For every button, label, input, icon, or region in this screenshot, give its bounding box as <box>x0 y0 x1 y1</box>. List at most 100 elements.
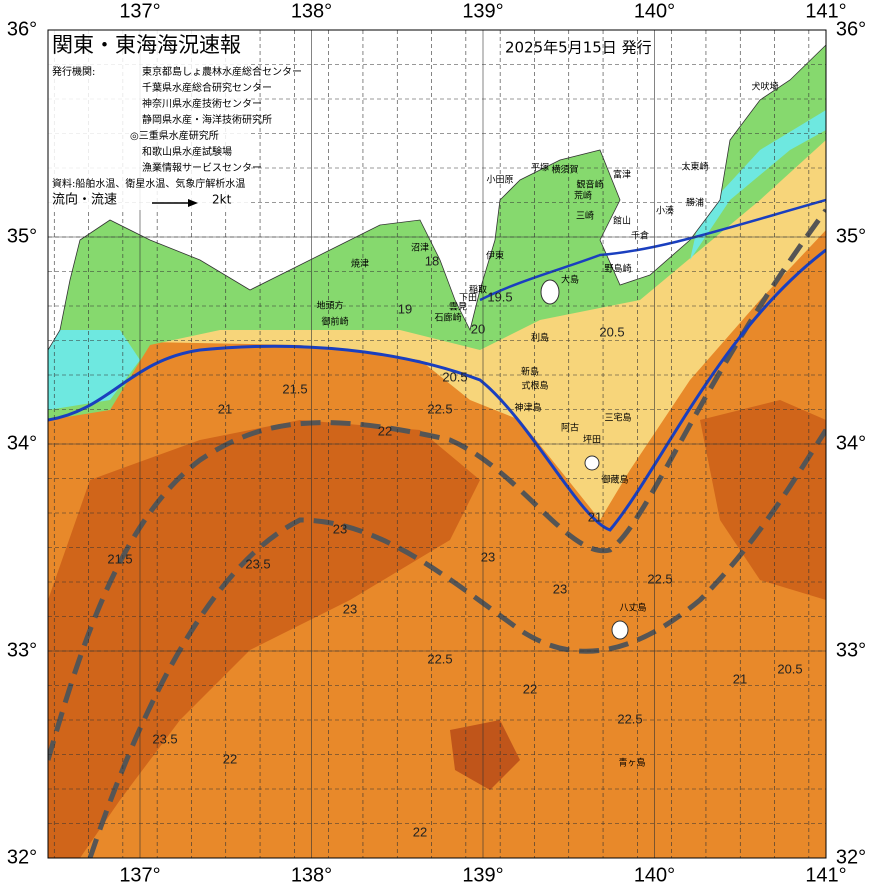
sea <box>48 30 826 858</box>
place-name: 太東崎 <box>681 161 708 173</box>
lon-tick-label: 139° <box>462 0 503 22</box>
contour-label: 22.5 <box>427 401 452 416</box>
place-name: 式根島 <box>521 380 548 392</box>
place-name: 犬吠埼 <box>751 81 778 93</box>
lat-tick-label: 36° <box>836 18 866 40</box>
agency: 静岡県水産・海洋技術研究所 <box>142 113 272 126</box>
warm-core <box>700 400 826 600</box>
agency: 神奈川県水産技術センター <box>142 97 262 110</box>
lat-tick-label: 33° <box>7 639 37 661</box>
agency: 東京都島しょ農林水産総合センター <box>142 65 302 78</box>
contour-label: 20.5 <box>599 324 624 339</box>
place-name: 新島 <box>521 366 539 378</box>
contour-label: 19 <box>398 301 412 316</box>
flow-arrow-head <box>188 199 198 207</box>
place-name: 稲取 <box>469 284 487 296</box>
agency: ◎三重県水産研究所 <box>130 129 219 142</box>
agency: 千葉県水産総合研究センター <box>142 81 272 94</box>
contour-label: 22 <box>378 423 392 438</box>
contour-label: 21 <box>733 671 747 686</box>
place-name: 三宅島 <box>604 412 631 424</box>
contour-label: 23 <box>481 549 495 564</box>
lon-tick-label: 137° <box>119 0 160 22</box>
place-name: 千倉 <box>631 230 649 242</box>
contour-label: 21 <box>218 401 232 416</box>
frame <box>47 29 827 859</box>
place-name: 観音崎 <box>576 179 603 191</box>
contour-label: 22.5 <box>427 651 452 666</box>
contour-label: 23 <box>333 521 347 536</box>
place-name: 勝浦 <box>686 197 704 209</box>
contour-label: 20.5 <box>442 369 467 384</box>
contour-label: 23 <box>343 601 357 616</box>
lat-tick-label: 35° <box>7 225 37 247</box>
isotherm <box>479 198 826 302</box>
legend-box <box>48 30 248 210</box>
contour-label: 18 <box>425 253 439 268</box>
lon-tick-label: 141° <box>805 0 846 22</box>
place-name: 館山 <box>613 215 631 227</box>
agency: 和歌山県水産試験場 <box>142 145 232 158</box>
place-name: 青ヶ島 <box>618 757 645 769</box>
place-name: 伊東 <box>486 250 504 262</box>
kuroshio-axis <box>48 208 826 761</box>
island <box>611 620 629 640</box>
flow-scale: 2kt <box>212 193 232 207</box>
contour-label: 19.5 <box>487 289 512 304</box>
place-name: 小田原 <box>486 175 513 186</box>
lat-tick-label: 35° <box>836 225 866 247</box>
place-name: 横須賀 <box>551 164 578 176</box>
contour-label: 22.5 <box>617 711 642 726</box>
place-name: 荒崎 <box>574 190 592 202</box>
cold-core <box>48 330 140 410</box>
lon-tick-label: 140° <box>634 0 675 22</box>
place-name: 神津島 <box>514 402 541 414</box>
agencies-label: 発行機関: <box>52 65 95 78</box>
place-name: 利島 <box>531 332 549 344</box>
date: 2025年5月15日 発行 <box>505 39 652 57</box>
lon-tick-label: 139° <box>462 864 503 886</box>
place-name: 御蔵島 <box>601 474 628 486</box>
warm-core <box>450 720 520 790</box>
place-name: 雲見 <box>449 302 467 313</box>
contour-label: 22 <box>523 681 537 696</box>
place-name: 焼津 <box>351 259 369 270</box>
place-name: 富津 <box>613 169 631 181</box>
lon-tick-label: 138° <box>291 0 332 22</box>
agency: 漁業情報サービスセンター <box>142 161 262 174</box>
lat-tick-label: 34° <box>836 432 866 454</box>
warm-core <box>48 420 480 858</box>
place-name: 平塚 <box>531 163 549 174</box>
isotherm <box>48 248 826 532</box>
place-name: 野島崎 <box>604 263 631 275</box>
contour-label: 23.5 <box>152 731 177 746</box>
contour-label: 21.5 <box>107 551 132 566</box>
place-name: 八丈島 <box>619 602 646 614</box>
lon-tick-label: 137° <box>119 864 160 886</box>
contour-label: 22 <box>223 751 237 766</box>
contour-label: 22.5 <box>647 571 672 586</box>
place-name: 石廊崎 <box>434 312 461 324</box>
source: 資料:船舶水温、衛星水温、気象庁解析水温 <box>52 177 245 190</box>
place-name: 三崎 <box>576 210 594 222</box>
island <box>584 455 600 471</box>
contour-label: 20.5 <box>777 661 802 676</box>
lat-tick-label: 32° <box>7 846 37 868</box>
contour-label: 21.5 <box>282 381 307 396</box>
lon-tick-label: 140° <box>634 864 675 886</box>
contour-label: 23.5 <box>245 556 270 571</box>
title: 関東・東海海況速報 <box>52 33 241 57</box>
lat-tick-label: 32° <box>836 846 866 868</box>
contour-label: 22 <box>413 824 427 839</box>
contour-label: 20 <box>471 321 485 336</box>
island <box>540 279 560 305</box>
place-name: 大島 <box>561 274 579 286</box>
place-name: 下田 <box>459 293 477 304</box>
flow-label: 流向・流速 <box>52 192 117 208</box>
lon-tick-label: 138° <box>291 864 332 886</box>
place-name: 地頭方 <box>316 300 343 312</box>
lat-tick-label: 33° <box>836 639 866 661</box>
place-name: 御前崎 <box>321 316 348 328</box>
